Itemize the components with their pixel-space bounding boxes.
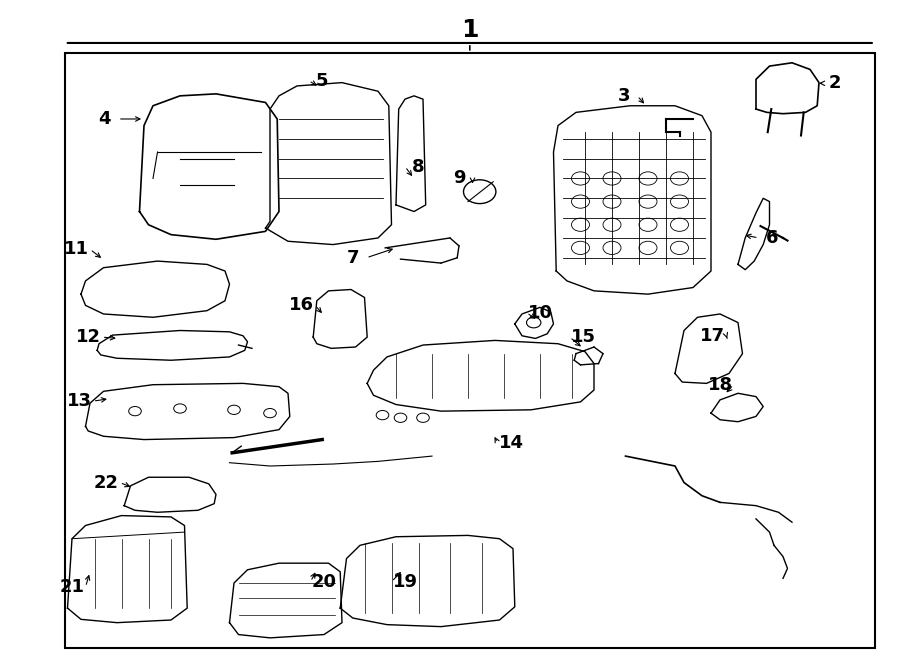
Text: 16: 16 [289, 296, 314, 315]
Text: 19: 19 [392, 572, 418, 591]
Text: 12: 12 [76, 328, 101, 346]
Text: 10: 10 [527, 303, 553, 322]
Text: 1: 1 [461, 18, 479, 42]
Text: 11: 11 [64, 240, 89, 258]
Text: 21: 21 [59, 578, 85, 596]
Text: 8: 8 [412, 157, 425, 176]
Text: 9: 9 [453, 169, 465, 188]
Text: 2: 2 [829, 74, 842, 93]
Text: 20: 20 [311, 572, 337, 591]
Text: 6: 6 [766, 229, 778, 247]
Text: 17: 17 [700, 327, 725, 345]
Text: 14: 14 [499, 434, 524, 452]
Text: 3: 3 [617, 87, 630, 105]
Text: 22: 22 [94, 473, 119, 492]
Text: 13: 13 [67, 392, 92, 410]
Text: 5: 5 [316, 71, 328, 90]
Text: 4: 4 [98, 110, 111, 128]
Text: 7: 7 [346, 249, 359, 267]
Text: 15: 15 [571, 328, 596, 346]
Text: 18: 18 [707, 375, 733, 394]
